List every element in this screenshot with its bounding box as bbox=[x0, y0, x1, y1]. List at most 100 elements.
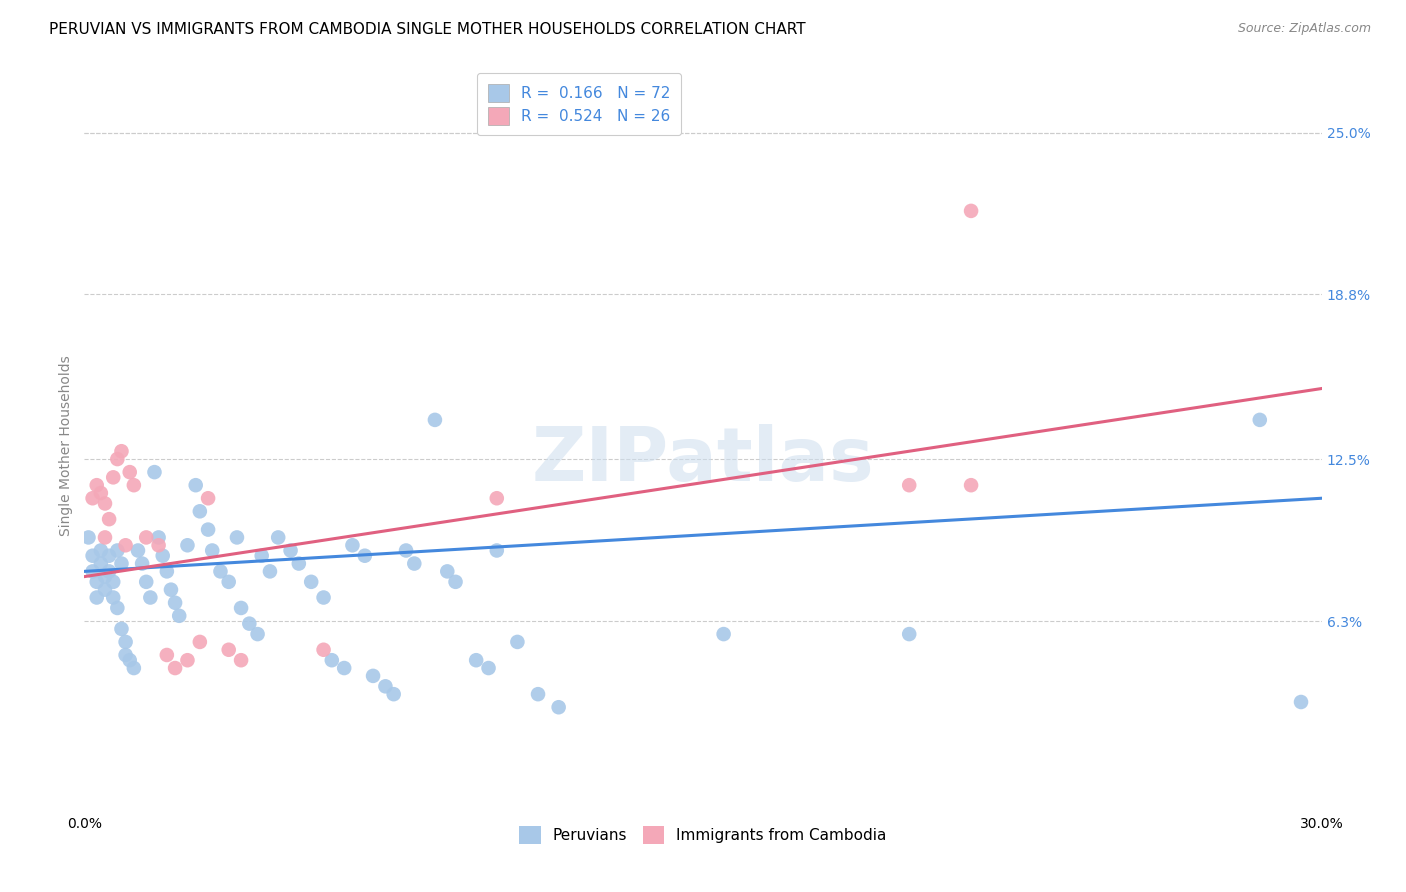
Point bbox=[960, 478, 983, 492]
Point bbox=[184, 478, 207, 492]
Point bbox=[382, 687, 405, 701]
Text: Source: ZipAtlas.com: Source: ZipAtlas.com bbox=[1237, 22, 1371, 36]
Point bbox=[127, 543, 149, 558]
Point bbox=[156, 565, 179, 579]
Point bbox=[477, 661, 499, 675]
Point bbox=[485, 491, 508, 506]
Point bbox=[1249, 413, 1271, 427]
Point bbox=[94, 496, 117, 510]
Point bbox=[82, 565, 104, 579]
Point bbox=[82, 549, 104, 563]
Point bbox=[167, 608, 190, 623]
Point bbox=[139, 591, 162, 605]
Point bbox=[176, 653, 198, 667]
Point bbox=[98, 549, 121, 563]
Point bbox=[547, 700, 569, 714]
Y-axis label: Single Mother Households: Single Mother Households bbox=[59, 356, 73, 536]
Point bbox=[135, 530, 157, 544]
Point bbox=[312, 642, 335, 657]
Point bbox=[82, 491, 104, 506]
Point bbox=[898, 478, 921, 492]
Point bbox=[229, 601, 252, 615]
Point bbox=[77, 530, 100, 544]
Point bbox=[86, 478, 108, 492]
Point bbox=[86, 591, 108, 605]
Point bbox=[90, 543, 112, 558]
Point bbox=[118, 653, 141, 667]
Point bbox=[444, 574, 467, 589]
Point bbox=[246, 627, 269, 641]
Point bbox=[312, 591, 335, 605]
Point bbox=[188, 635, 211, 649]
Point bbox=[105, 601, 128, 615]
Point bbox=[321, 653, 343, 667]
Point bbox=[1289, 695, 1312, 709]
Point bbox=[288, 557, 311, 571]
Point bbox=[259, 565, 281, 579]
Point bbox=[165, 596, 187, 610]
Point bbox=[209, 565, 232, 579]
Point bbox=[201, 543, 224, 558]
Point bbox=[229, 653, 252, 667]
Point bbox=[110, 557, 132, 571]
Point bbox=[103, 574, 125, 589]
Point bbox=[176, 538, 198, 552]
Point bbox=[152, 549, 174, 563]
Point bbox=[148, 538, 170, 552]
Point bbox=[506, 635, 529, 649]
Point bbox=[135, 574, 157, 589]
Point bbox=[156, 648, 179, 662]
Point bbox=[103, 470, 125, 484]
Point bbox=[267, 530, 290, 544]
Text: PERUVIAN VS IMMIGRANTS FROM CAMBODIA SINGLE MOTHER HOUSEHOLDS CORRELATION CHART: PERUVIAN VS IMMIGRANTS FROM CAMBODIA SIN… bbox=[49, 22, 806, 37]
Point bbox=[122, 661, 145, 675]
Point bbox=[713, 627, 735, 641]
Point bbox=[110, 444, 132, 458]
Point bbox=[197, 523, 219, 537]
Point bbox=[342, 538, 364, 552]
Point bbox=[218, 574, 240, 589]
Point bbox=[131, 557, 153, 571]
Point bbox=[103, 591, 125, 605]
Point bbox=[333, 661, 356, 675]
Point bbox=[122, 478, 145, 492]
Point bbox=[114, 538, 136, 552]
Point bbox=[94, 569, 117, 583]
Point bbox=[90, 486, 112, 500]
Point bbox=[165, 661, 187, 675]
Legend: Peruvians, Immigrants from Cambodia: Peruvians, Immigrants from Cambodia bbox=[512, 819, 894, 852]
Point bbox=[94, 530, 117, 544]
Point bbox=[465, 653, 488, 667]
Point bbox=[98, 565, 121, 579]
Point bbox=[160, 582, 183, 597]
Point bbox=[250, 549, 273, 563]
Point bbox=[118, 465, 141, 479]
Text: ZIPatlas: ZIPatlas bbox=[531, 424, 875, 497]
Point bbox=[110, 622, 132, 636]
Point bbox=[960, 203, 983, 218]
Point bbox=[436, 565, 458, 579]
Point bbox=[280, 543, 302, 558]
Point bbox=[94, 582, 117, 597]
Point bbox=[395, 543, 418, 558]
Point bbox=[188, 504, 211, 518]
Point bbox=[86, 574, 108, 589]
Point bbox=[527, 687, 550, 701]
Point bbox=[105, 543, 128, 558]
Point bbox=[423, 413, 446, 427]
Point bbox=[485, 543, 508, 558]
Point bbox=[197, 491, 219, 506]
Point bbox=[361, 669, 384, 683]
Point bbox=[299, 574, 322, 589]
Point bbox=[898, 627, 921, 641]
Point bbox=[374, 679, 396, 693]
Point bbox=[238, 616, 260, 631]
Point bbox=[148, 530, 170, 544]
Point bbox=[114, 635, 136, 649]
Point bbox=[143, 465, 166, 479]
Point bbox=[105, 452, 128, 467]
Point bbox=[353, 549, 375, 563]
Point bbox=[98, 512, 121, 526]
Point bbox=[218, 642, 240, 657]
Point bbox=[90, 557, 112, 571]
